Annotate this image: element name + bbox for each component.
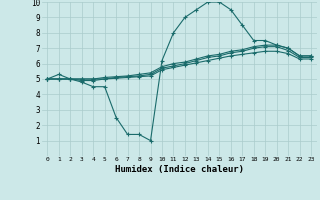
X-axis label: Humidex (Indice chaleur): Humidex (Indice chaleur) xyxy=(115,165,244,174)
